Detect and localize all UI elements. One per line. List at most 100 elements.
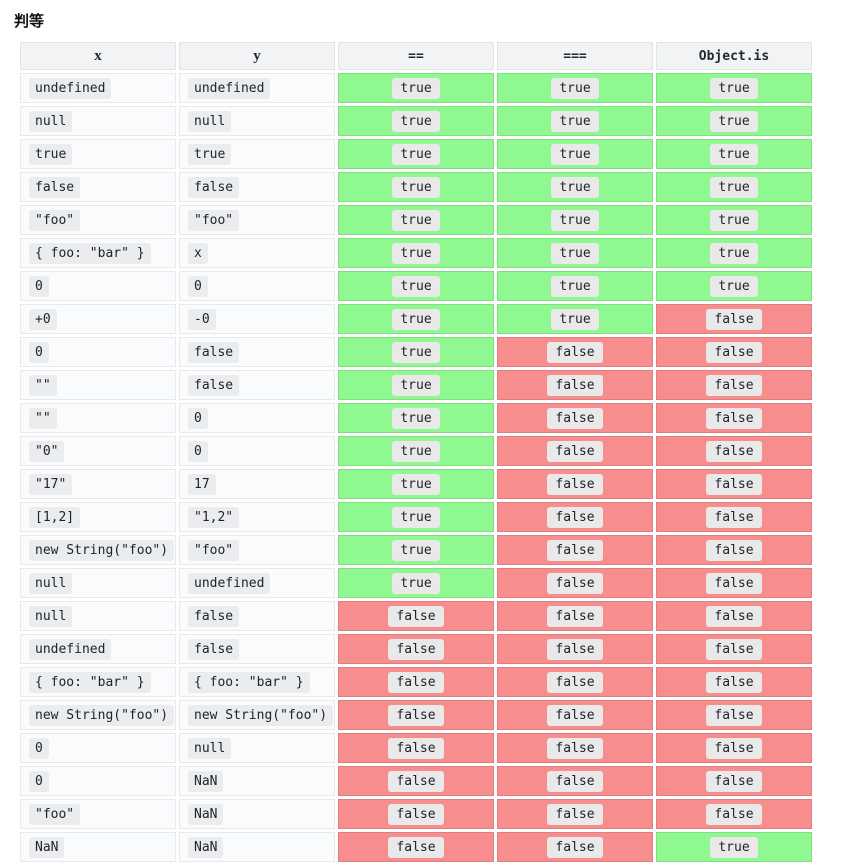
result-cell-object-is: false — [656, 799, 812, 829]
y-value-code: false — [188, 605, 240, 627]
result-cell-object-is: false — [656, 766, 812, 796]
x-value-cell: null — [20, 568, 176, 598]
result-cell-double-equals: true — [338, 568, 494, 598]
result-cell-double-equals: false — [338, 733, 494, 763]
x-value-cell: NaN — [20, 832, 176, 862]
table-row: "" 0 true false false — [20, 403, 812, 433]
y-value-code: NaN — [188, 803, 224, 825]
x-value-code: false — [29, 176, 81, 198]
result-cell-object-is: false — [656, 436, 812, 466]
y-value-code: true — [188, 143, 232, 165]
x-value-code: [1,2] — [29, 506, 81, 528]
result-badge: false — [706, 704, 762, 726]
x-value-cell: null — [20, 601, 176, 631]
result-badge: false — [706, 737, 762, 759]
result-cell-double-equals: true — [338, 304, 494, 334]
x-value-cell: undefined — [20, 73, 176, 103]
result-cell-triple-equals: true — [497, 73, 653, 103]
result-cell-triple-equals: true — [497, 238, 653, 268]
y-value-cell: false — [179, 634, 335, 664]
x-value-cell: null — [20, 106, 176, 136]
result-cell-triple-equals: true — [497, 139, 653, 169]
x-value-code: "0" — [29, 440, 65, 462]
table-row: "" false true false false — [20, 370, 812, 400]
result-cell-object-is: true — [656, 205, 812, 235]
x-value-cell: "foo" — [20, 799, 176, 829]
x-value-code: "17" — [29, 473, 73, 495]
y-value-cell: 0 — [179, 403, 335, 433]
table-row: undefined false false false false — [20, 634, 812, 664]
x-value-cell: 0 — [20, 271, 176, 301]
result-cell-double-equals: false — [338, 766, 494, 796]
result-badge: false — [547, 605, 603, 627]
result-badge: false — [388, 770, 444, 792]
x-value-cell: 0 — [20, 337, 176, 367]
result-badge: false — [388, 803, 444, 825]
y-value-code: "foo" — [188, 209, 240, 231]
y-value-cell: false — [179, 172, 335, 202]
result-badge: true — [392, 506, 440, 528]
result-cell-triple-equals: false — [497, 535, 653, 565]
result-badge: false — [706, 572, 762, 594]
result-badge: false — [388, 836, 444, 858]
y-value-cell: false — [179, 601, 335, 631]
result-badge: false — [706, 440, 762, 462]
y-value-code: x — [188, 242, 208, 264]
x-value-cell: { foo: "bar" } — [20, 667, 176, 697]
y-value-code: null — [188, 110, 232, 132]
result-cell-triple-equals: false — [497, 403, 653, 433]
y-value-cell: "1,2" — [179, 502, 335, 532]
y-value-cell: new String("foo") — [179, 700, 335, 730]
result-cell-object-is: false — [656, 667, 812, 697]
result-cell-triple-equals: true — [497, 205, 653, 235]
table-row: NaN NaN false false true — [20, 832, 812, 862]
x-value-cell: "" — [20, 403, 176, 433]
y-value-code: 0 — [188, 440, 208, 462]
result-cell-triple-equals: false — [497, 436, 653, 466]
result-cell-object-is: false — [656, 568, 812, 598]
result-badge: true — [551, 209, 599, 231]
result-badge: false — [388, 605, 444, 627]
result-cell-object-is: true — [656, 832, 812, 862]
table-row: [1,2] "1,2" true false false — [20, 502, 812, 532]
result-cell-triple-equals: false — [497, 766, 653, 796]
y-value-code: 0 — [188, 275, 208, 297]
result-cell-double-equals: true — [338, 469, 494, 499]
x-value-code: "foo" — [29, 803, 81, 825]
result-cell-object-is: true — [656, 172, 812, 202]
x-value-code: 0 — [29, 737, 49, 759]
result-cell-double-equals: true — [338, 238, 494, 268]
table-row: +0 -0 true true false — [20, 304, 812, 334]
header-row: x y == === Object.is — [20, 42, 812, 70]
result-badge: true — [710, 836, 758, 858]
header-cell-double-equals: == — [338, 42, 494, 70]
y-value-code: "1,2" — [188, 506, 240, 528]
y-value-code: NaN — [188, 836, 224, 858]
result-cell-double-equals: false — [338, 832, 494, 862]
y-value-cell: NaN — [179, 766, 335, 796]
result-badge: false — [706, 671, 762, 693]
header-cell-x: x — [20, 42, 176, 70]
y-value-cell: false — [179, 370, 335, 400]
table-row: 0 null false false false — [20, 733, 812, 763]
result-badge: true — [710, 77, 758, 99]
result-cell-double-equals: false — [338, 634, 494, 664]
x-value-cell: "foo" — [20, 205, 176, 235]
x-value-code: "" — [29, 374, 57, 396]
x-value-cell: false — [20, 172, 176, 202]
y-value-cell: "foo" — [179, 535, 335, 565]
x-value-code: "" — [29, 407, 57, 429]
table-row: null null true true true — [20, 106, 812, 136]
x-value-cell: undefined — [20, 634, 176, 664]
result-badge: true — [392, 308, 440, 330]
header-cell-object-is: Object.is — [656, 42, 812, 70]
table-row: undefined undefined true true true — [20, 73, 812, 103]
result-badge: false — [706, 374, 762, 396]
result-badge: true — [710, 209, 758, 231]
table-row: "foo" NaN false false false — [20, 799, 812, 829]
x-value-code: new String("foo") — [29, 539, 175, 561]
y-value-cell: undefined — [179, 73, 335, 103]
result-badge: true — [392, 374, 440, 396]
result-badge: false — [547, 506, 603, 528]
result-badge: true — [392, 407, 440, 429]
